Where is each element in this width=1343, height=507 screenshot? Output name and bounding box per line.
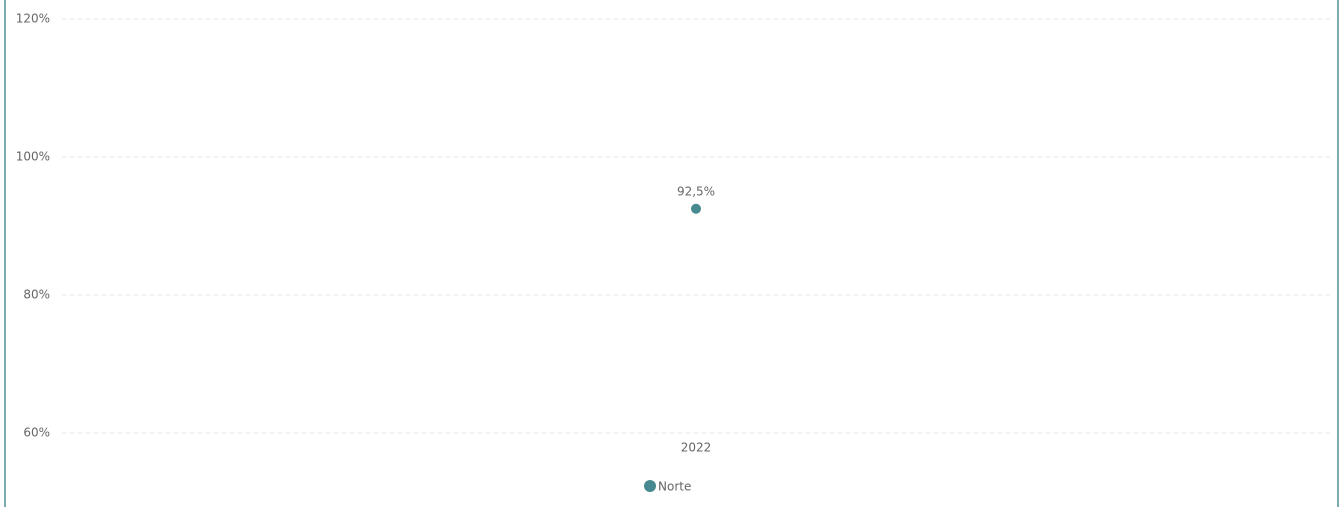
- x-tick-label: 2022: [681, 441, 712, 455]
- y-tick-label: 100%: [16, 150, 50, 164]
- legend-label: Norte: [658, 480, 691, 494]
- frame: [4, 0, 1339, 507]
- y-tick-label: 80%: [23, 288, 50, 302]
- y-tick-label: 120%: [16, 12, 50, 26]
- legend-marker: [644, 480, 656, 492]
- data-label: 92,5%: [677, 184, 715, 198]
- y-tick-label: 60%: [23, 426, 50, 440]
- point: [691, 203, 701, 214]
